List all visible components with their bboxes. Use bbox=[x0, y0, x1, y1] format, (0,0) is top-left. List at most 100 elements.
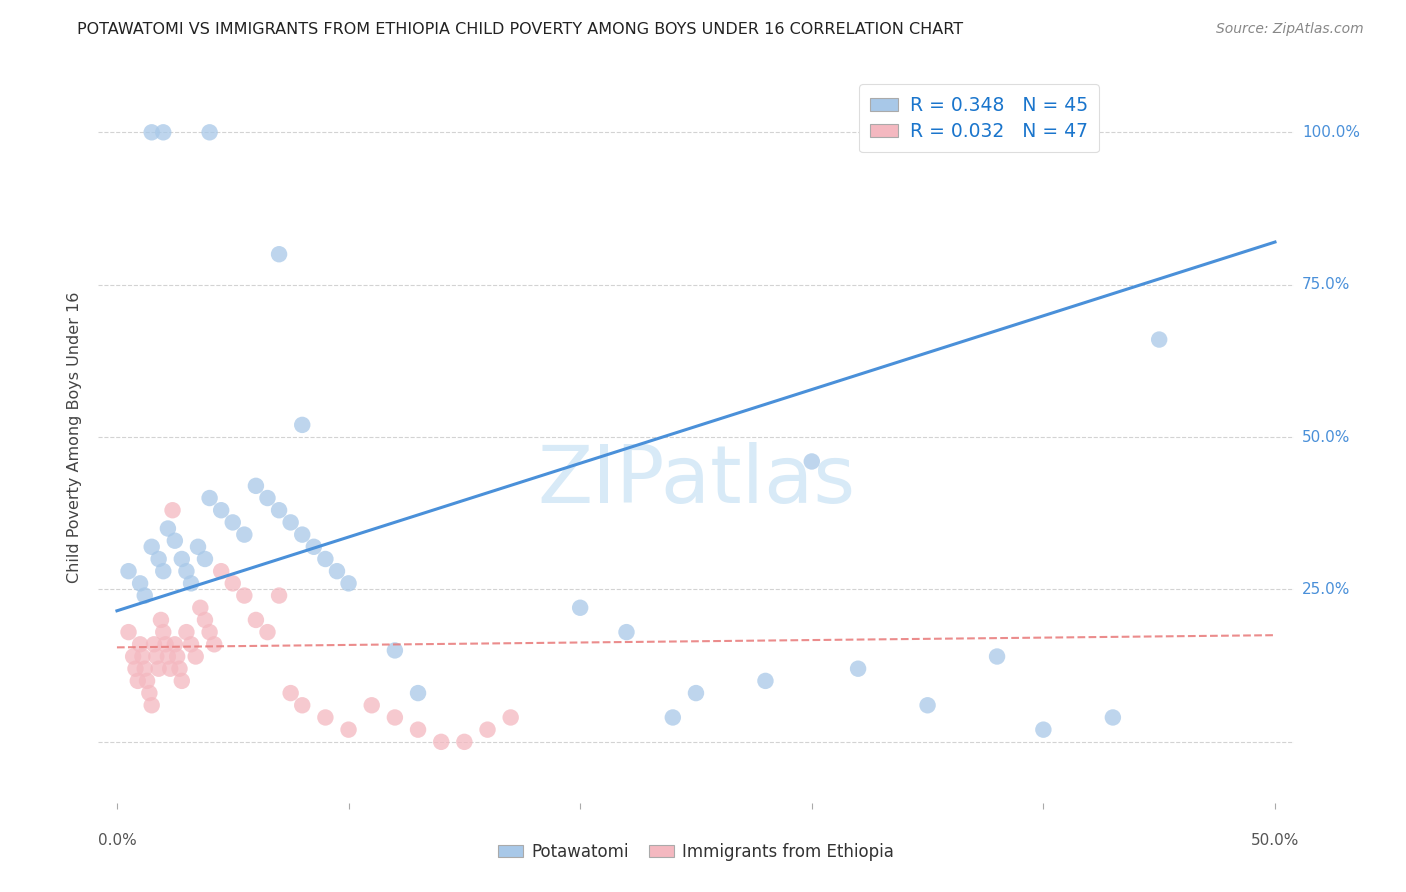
Point bbox=[129, 576, 152, 591]
Point bbox=[188, 600, 211, 615]
Point bbox=[280, 686, 302, 700]
Point bbox=[569, 600, 592, 615]
Point bbox=[141, 540, 163, 554]
Point bbox=[406, 686, 429, 700]
Text: 100.0%: 100.0% bbox=[1302, 125, 1360, 140]
Point bbox=[131, 649, 153, 664]
Point bbox=[986, 649, 1008, 664]
Point bbox=[149, 613, 172, 627]
Point bbox=[256, 625, 278, 640]
Point bbox=[222, 516, 245, 530]
Y-axis label: Child Poverty Among Boys Under 16: Child Poverty Among Boys Under 16 bbox=[67, 292, 83, 582]
Point bbox=[148, 662, 170, 676]
Point bbox=[1147, 333, 1170, 347]
Point bbox=[141, 125, 163, 139]
Point bbox=[337, 576, 360, 591]
Point bbox=[194, 552, 217, 566]
Text: Source: ZipAtlas.com: Source: ZipAtlas.com bbox=[1216, 22, 1364, 37]
Point bbox=[754, 673, 776, 688]
Text: 25.0%: 25.0% bbox=[1302, 582, 1350, 597]
Legend: Potawatomi, Immigrants from Ethiopia: Potawatomi, Immigrants from Ethiopia bbox=[491, 837, 901, 868]
Point bbox=[430, 735, 453, 749]
Point bbox=[616, 625, 638, 640]
Point bbox=[267, 503, 290, 517]
Point bbox=[384, 643, 406, 657]
Point bbox=[143, 637, 166, 651]
Point bbox=[222, 576, 245, 591]
Point bbox=[129, 637, 152, 651]
Point bbox=[280, 516, 302, 530]
Point bbox=[159, 662, 181, 676]
Point bbox=[360, 698, 382, 713]
Point bbox=[245, 479, 267, 493]
Point bbox=[209, 503, 232, 517]
Point bbox=[145, 649, 167, 664]
Point bbox=[169, 662, 191, 676]
Point bbox=[152, 564, 174, 578]
Point bbox=[314, 552, 336, 566]
Point bbox=[326, 564, 349, 578]
Point bbox=[291, 698, 314, 713]
Point bbox=[152, 125, 174, 139]
Point bbox=[202, 637, 225, 651]
Point bbox=[122, 649, 145, 664]
Point bbox=[152, 625, 174, 640]
Point bbox=[148, 552, 170, 566]
Point bbox=[291, 417, 314, 432]
Point bbox=[141, 698, 163, 713]
Point bbox=[1102, 710, 1125, 724]
Point bbox=[170, 673, 193, 688]
Point bbox=[187, 540, 209, 554]
Text: POTAWATOMI VS IMMIGRANTS FROM ETHIOPIA CHILD POVERTY AMONG BOYS UNDER 16 CORRELA: POTAWATOMI VS IMMIGRANTS FROM ETHIOPIA C… bbox=[77, 22, 963, 37]
Point bbox=[198, 125, 221, 139]
Point bbox=[256, 491, 278, 505]
Point bbox=[163, 533, 186, 548]
Point bbox=[406, 723, 429, 737]
Point bbox=[136, 673, 159, 688]
Point bbox=[209, 564, 232, 578]
Text: 50.0%: 50.0% bbox=[1302, 430, 1350, 444]
Text: 0.0%: 0.0% bbox=[97, 833, 136, 848]
Point bbox=[337, 723, 360, 737]
Point bbox=[166, 649, 188, 664]
Point bbox=[156, 521, 179, 535]
Point bbox=[267, 589, 290, 603]
Point bbox=[499, 710, 522, 724]
Point bbox=[267, 247, 290, 261]
Point bbox=[138, 686, 160, 700]
Point bbox=[117, 625, 139, 640]
Point bbox=[477, 723, 499, 737]
Point bbox=[917, 698, 939, 713]
Point bbox=[291, 527, 314, 541]
Point bbox=[453, 735, 475, 749]
Text: ZIPatlas: ZIPatlas bbox=[537, 442, 855, 520]
Point bbox=[1032, 723, 1054, 737]
Point bbox=[198, 491, 221, 505]
Point bbox=[134, 662, 156, 676]
Point bbox=[127, 673, 149, 688]
Point bbox=[800, 454, 823, 468]
Text: 50.0%: 50.0% bbox=[1251, 833, 1299, 848]
Point bbox=[162, 503, 184, 517]
Point bbox=[163, 637, 186, 651]
Point bbox=[194, 613, 217, 627]
Point bbox=[314, 710, 336, 724]
Point bbox=[233, 527, 256, 541]
Point bbox=[124, 662, 146, 676]
Point bbox=[198, 625, 221, 640]
Point bbox=[176, 564, 198, 578]
Point bbox=[134, 589, 156, 603]
Point bbox=[155, 637, 177, 651]
Point bbox=[180, 576, 202, 591]
Text: 75.0%: 75.0% bbox=[1302, 277, 1350, 293]
Point bbox=[117, 564, 139, 578]
Point bbox=[176, 625, 198, 640]
Point bbox=[180, 637, 202, 651]
Point bbox=[170, 552, 193, 566]
Point bbox=[846, 662, 869, 676]
Point bbox=[685, 686, 707, 700]
Point bbox=[302, 540, 325, 554]
Point bbox=[384, 710, 406, 724]
Point bbox=[233, 589, 256, 603]
Point bbox=[184, 649, 207, 664]
